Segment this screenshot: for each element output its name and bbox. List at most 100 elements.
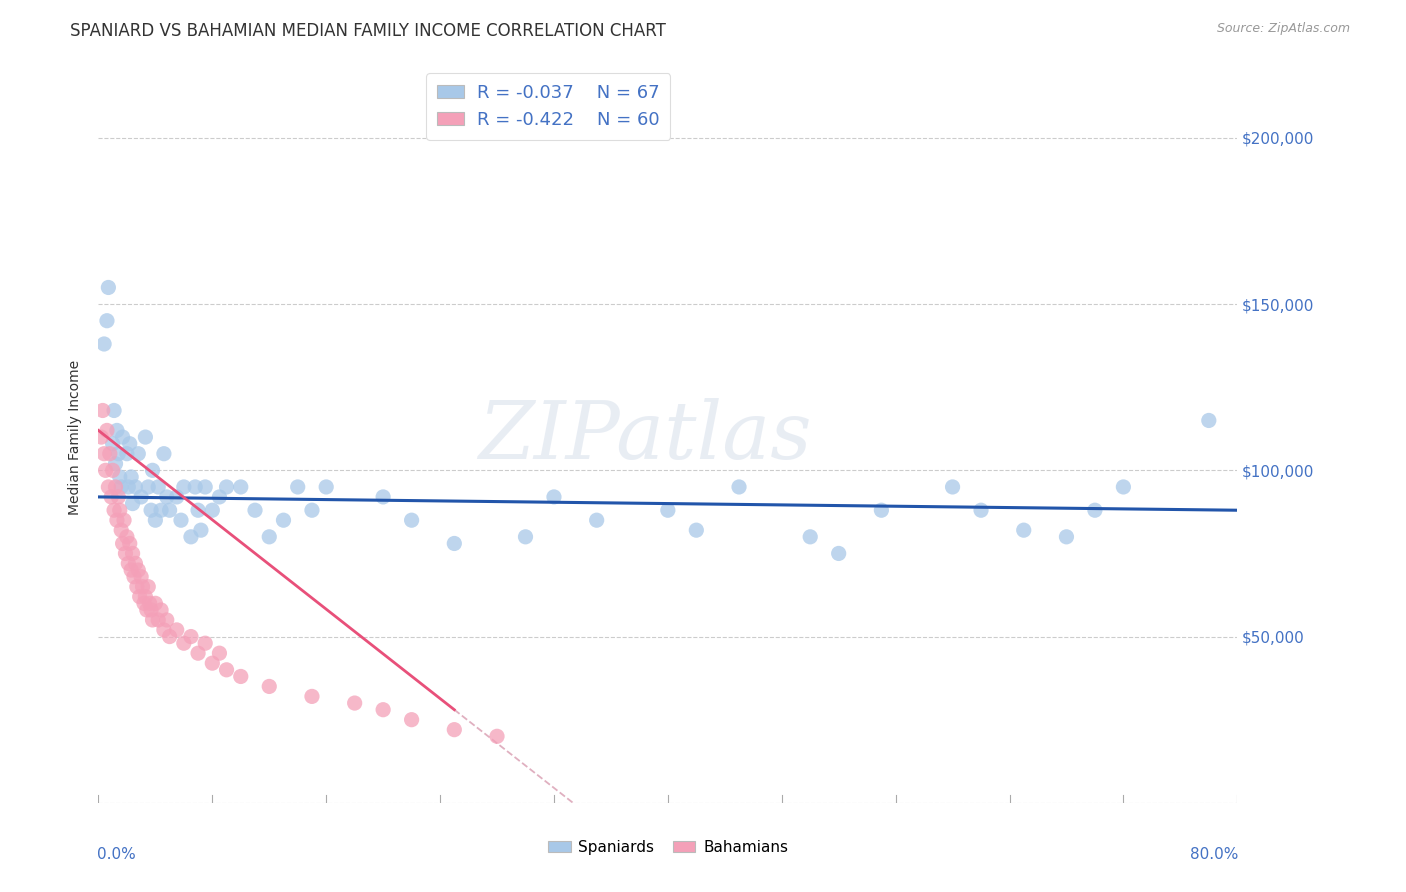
Point bbox=[103, 403, 125, 417]
Point bbox=[98, 447, 121, 461]
Point bbox=[173, 636, 195, 650]
Point bbox=[127, 447, 149, 461]
Point bbox=[728, 480, 751, 494]
Point bbox=[125, 580, 148, 594]
Point bbox=[543, 490, 565, 504]
Point bbox=[141, 613, 163, 627]
Point bbox=[187, 503, 209, 517]
Point bbox=[828, 546, 851, 560]
Point bbox=[150, 603, 173, 617]
Point bbox=[127, 563, 149, 577]
Point bbox=[159, 503, 181, 517]
Point bbox=[94, 463, 117, 477]
Point bbox=[141, 463, 163, 477]
Point bbox=[134, 430, 156, 444]
Point bbox=[90, 430, 112, 444]
Point bbox=[139, 503, 162, 517]
Y-axis label: Median Family Income: Median Family Income bbox=[69, 359, 83, 515]
Point bbox=[180, 630, 202, 644]
Point bbox=[657, 503, 679, 517]
Point bbox=[515, 530, 537, 544]
Point bbox=[118, 436, 141, 450]
Point bbox=[799, 530, 821, 544]
Point bbox=[187, 646, 209, 660]
Point bbox=[136, 480, 159, 494]
Point bbox=[259, 680, 281, 694]
Point bbox=[118, 536, 141, 550]
Point bbox=[1112, 480, 1135, 494]
Point bbox=[120, 563, 142, 577]
Point bbox=[259, 530, 281, 544]
Point bbox=[131, 580, 153, 594]
Point bbox=[215, 663, 238, 677]
Point bbox=[243, 503, 266, 517]
Point bbox=[870, 503, 893, 517]
Point bbox=[401, 513, 423, 527]
Point bbox=[128, 590, 150, 604]
Point bbox=[117, 557, 139, 571]
Point bbox=[443, 536, 465, 550]
Point bbox=[145, 513, 167, 527]
Point bbox=[685, 523, 707, 537]
Point bbox=[121, 497, 143, 511]
Point bbox=[373, 703, 395, 717]
Point bbox=[117, 480, 139, 494]
Point bbox=[166, 623, 188, 637]
Point bbox=[124, 557, 146, 571]
Point bbox=[153, 623, 176, 637]
Point bbox=[150, 503, 173, 517]
Point bbox=[229, 480, 252, 494]
Point bbox=[124, 480, 146, 494]
Legend: Spaniards, Bahamians: Spaniards, Bahamians bbox=[541, 834, 794, 861]
Point bbox=[110, 480, 132, 494]
Point bbox=[173, 480, 195, 494]
Point bbox=[108, 470, 131, 484]
Point bbox=[215, 480, 238, 494]
Point bbox=[96, 314, 118, 328]
Point bbox=[91, 403, 114, 417]
Point bbox=[1056, 530, 1078, 544]
Point bbox=[114, 546, 136, 560]
Point bbox=[129, 490, 152, 504]
Point bbox=[103, 503, 125, 517]
Point bbox=[111, 430, 134, 444]
Point bbox=[401, 713, 423, 727]
Point bbox=[120, 470, 142, 484]
Point bbox=[115, 447, 138, 461]
Point bbox=[159, 630, 181, 644]
Text: ZIPatlas: ZIPatlas bbox=[478, 399, 811, 475]
Point bbox=[343, 696, 366, 710]
Point bbox=[194, 480, 217, 494]
Point bbox=[1012, 523, 1035, 537]
Point bbox=[105, 424, 128, 438]
Point bbox=[112, 513, 135, 527]
Point bbox=[121, 546, 143, 560]
Text: SPANIARD VS BAHAMIAN MEDIAN FAMILY INCOME CORRELATION CHART: SPANIARD VS BAHAMIAN MEDIAN FAMILY INCOM… bbox=[70, 22, 666, 40]
Point bbox=[486, 729, 509, 743]
Point bbox=[970, 503, 993, 517]
Point bbox=[105, 513, 128, 527]
Point bbox=[287, 480, 309, 494]
Point bbox=[942, 480, 965, 494]
Point bbox=[139, 603, 162, 617]
Point bbox=[107, 447, 129, 461]
Point bbox=[201, 656, 224, 670]
Point bbox=[373, 490, 395, 504]
Point bbox=[153, 447, 176, 461]
Point bbox=[1198, 413, 1220, 427]
Point bbox=[111, 536, 134, 550]
Point bbox=[190, 523, 212, 537]
Point bbox=[301, 690, 323, 704]
Point bbox=[129, 570, 152, 584]
Point bbox=[97, 280, 120, 294]
Point bbox=[166, 490, 188, 504]
Point bbox=[301, 503, 323, 517]
Point bbox=[96, 424, 118, 438]
Point bbox=[194, 636, 217, 650]
Point bbox=[122, 570, 145, 584]
Point bbox=[208, 490, 231, 504]
Point bbox=[180, 530, 202, 544]
Point bbox=[135, 603, 157, 617]
Point bbox=[93, 337, 115, 351]
Point bbox=[108, 503, 131, 517]
